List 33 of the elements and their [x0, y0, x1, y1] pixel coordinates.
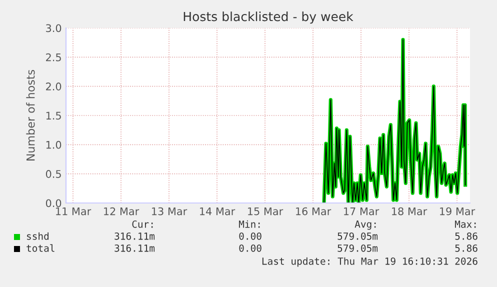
text: 0.00 [239, 244, 262, 252]
text: 316.11m [114, 232, 155, 240]
y-tick-label: 2.5 [46, 53, 61, 62]
x-tick-label: 16 Mar [296, 207, 332, 216]
y-tick-label: 2.0 [46, 82, 62, 90]
y-axis-title: Number of hosts [26, 70, 35, 160]
text: 5.86 [455, 232, 478, 240]
x-tick-label: 19 Mar [440, 207, 476, 216]
x-tick-label: 15 Mar [248, 207, 284, 216]
text: 5.86 [455, 244, 478, 252]
text: 0.00 [239, 232, 262, 240]
x-tick-label: 14 Mar [200, 207, 236, 216]
y-tick-label: 1.0 [46, 140, 62, 149]
chart-title: Hosts blacklisted - by week [184, 12, 354, 24]
x-tick-label: 18 Mar [392, 207, 428, 216]
x-tick-label: 13 Mar [152, 207, 188, 216]
text: 316.11m [114, 244, 155, 252]
x-tick-label: 17 Mar [344, 207, 380, 216]
legend-label: total [26, 244, 54, 252]
legend-label: sshd [27, 232, 49, 240]
y-tick-label: 1.5 [46, 112, 61, 120]
x-tick-label: 11 Mar [56, 207, 92, 216]
text: Avg: [354, 220, 376, 230]
text: Max: [454, 220, 476, 228]
text: 579.05m [338, 244, 378, 252]
y-tick-label: 0.5 [46, 170, 61, 178]
text: 579.05m [338, 232, 378, 240]
y-tick-label: 0.0 [46, 199, 62, 208]
y-tick-label: 3.0 [46, 24, 62, 32]
x-tick-label: 12 Mar [104, 207, 140, 216]
text: Last update: Thu Mar 19 16:10:31 2026 [262, 257, 478, 267]
text: Cur: [132, 220, 153, 228]
text: Min: [238, 220, 260, 228]
